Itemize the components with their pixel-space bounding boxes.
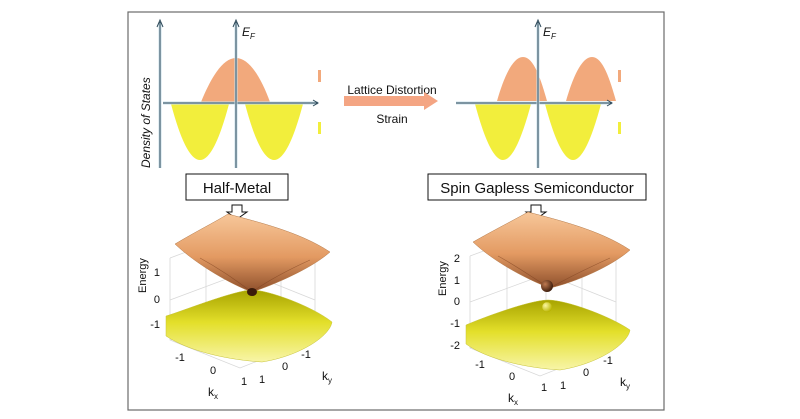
ytick-left-0: 1 xyxy=(259,374,265,386)
xtick-right-2: 1 xyxy=(541,382,547,394)
ztick-right-4: -2 xyxy=(450,340,460,352)
sgs-label: Spin Gapless Semiconductor xyxy=(440,180,633,197)
cbm-point-right xyxy=(541,280,553,292)
lower-cone-left xyxy=(165,289,333,363)
lower-cone-right xyxy=(465,299,631,371)
spin-up-marker-right xyxy=(618,70,621,82)
upper-cone-right xyxy=(472,211,631,289)
ztick-left-0: 1 xyxy=(154,267,160,279)
band-plot-right: Energy 2 1 0 -1 -2 -1 0 1 kx 1 0 -1 ky xyxy=(437,211,631,407)
zlabel-left: Energy xyxy=(137,258,149,293)
spin-down-band-left-1 xyxy=(171,104,229,160)
xlabel-left: kx xyxy=(208,385,218,401)
dos-panel-left: EF Density of States xyxy=(139,18,321,168)
transition-top-label: Lattice Distortion xyxy=(347,83,436,97)
fermi-label-right: EF xyxy=(543,25,557,41)
ytick-right-2: -1 xyxy=(603,355,613,367)
xtick-left-1: 0 xyxy=(210,365,216,377)
transition: Lattice Distortion Strain xyxy=(344,83,438,126)
ytick-left-2: -1 xyxy=(301,349,311,361)
spin-up-band-right-1 xyxy=(497,57,547,101)
ylabel-right: ky xyxy=(620,375,630,391)
spin-up-marker-left xyxy=(318,70,321,82)
spin-down-marker-left xyxy=(318,122,321,134)
ytick-left-1: 0 xyxy=(282,361,288,373)
ztick-right-0: 2 xyxy=(454,253,460,265)
ztick-right-2: 0 xyxy=(454,296,460,308)
dos-panel-right: EF xyxy=(456,18,621,168)
upper-cone-left xyxy=(174,213,331,293)
ztick-left-1: 0 xyxy=(154,294,160,306)
zlabel-right: Energy xyxy=(437,261,449,296)
spin-down-band-right-1 xyxy=(475,104,531,160)
dirac-point-left xyxy=(247,288,257,296)
xtick-left-0: -1 xyxy=(175,352,185,364)
spin-down-band-right-2 xyxy=(545,104,601,160)
fermi-label-left: EF xyxy=(242,25,256,41)
transition-arrow xyxy=(344,92,438,110)
spin-down-band-left-2 xyxy=(245,104,303,160)
spin-down-marker-right xyxy=(618,122,621,134)
xtick-right-1: 0 xyxy=(509,371,515,383)
transition-bottom-label: Strain xyxy=(376,112,407,126)
sgs-box xyxy=(427,173,647,201)
vbm-point-right xyxy=(541,301,553,313)
ytick-right-1: 0 xyxy=(583,367,589,379)
ytick-right-0: 1 xyxy=(560,380,566,392)
band-plot-left: Energy 1 0 -1 -1 0 1 kx 1 0 -1 ky xyxy=(137,213,333,401)
ylabel-left: ky xyxy=(322,369,332,385)
ztick-right-1: 1 xyxy=(454,275,460,287)
xtick-right-0: -1 xyxy=(475,359,485,371)
ztick-right-3: -1 xyxy=(450,318,460,330)
ztick-left-2: -1 xyxy=(150,319,160,331)
half-metal-box xyxy=(185,173,289,201)
spin-up-band-right-2 xyxy=(566,57,616,101)
xtick-left-2: 1 xyxy=(241,376,247,388)
xlabel-right: kx xyxy=(508,391,518,407)
dos-ylabel: Density of States xyxy=(139,77,153,168)
half-metal-label: Half-Metal xyxy=(203,180,271,197)
